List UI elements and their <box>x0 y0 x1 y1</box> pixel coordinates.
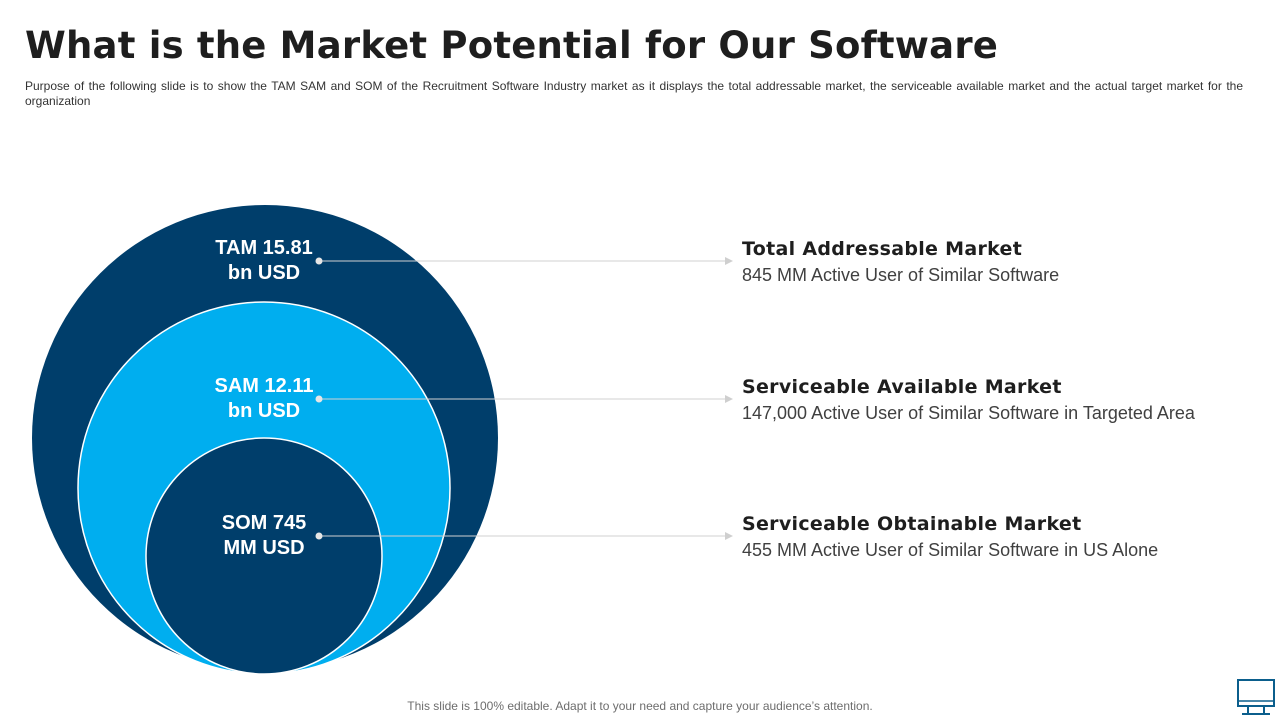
tam-title: Total Addressable Market <box>742 238 1023 260</box>
tam-bubble-label-line1: TAM 15.81 <box>215 237 313 259</box>
page-title: What is the Market Potential for Our Sof… <box>25 24 999 67</box>
sam-bubble-label-line1: SAM 12.11 <box>214 375 314 397</box>
tam-bubble-label: TAM 15.81 bn USD <box>189 236 339 286</box>
tam-description: 845 MM Active User of Similar Software <box>742 265 1060 285</box>
tam-bubble-label-line2: bn USD <box>227 262 301 284</box>
som-bubble-label-line1: SOM 745 <box>221 512 307 534</box>
som-description: 455 MM Active User of Similar Software i… <box>742 540 1159 560</box>
som-connector-arrow <box>725 532 733 540</box>
som-title: Serviceable Obtainable Market <box>742 513 1082 535</box>
som-bubble-label: SOM 745 MM USD <box>189 511 339 561</box>
footer-note: This slide is 100% editable. Adapt it to… <box>407 699 873 713</box>
sam-connector-dot <box>315 395 323 403</box>
page-subtitle: Purpose of the following slide is to sho… <box>25 79 1243 108</box>
som-connector-dot <box>315 532 323 540</box>
sam-bubble-label-line2: bn USD <box>227 400 301 422</box>
som-circle <box>145 437 383 675</box>
som-bubble-label-line2: MM USD <box>223 537 305 559</box>
sam-connector-arrow <box>725 395 733 403</box>
tam-connector-dot <box>315 257 323 265</box>
monitor-icon <box>1237 679 1275 715</box>
sam-bubble-label: SAM 12.11 bn USD <box>189 374 339 424</box>
tam-connector-arrow <box>725 257 733 265</box>
tam-description-block: Total Addressable Market 845 MM Active U… <box>742 237 1059 287</box>
sam-description: 147,000 Active User of Similar Software … <box>742 403 1195 423</box>
som-description-block: Serviceable Obtainable Market 455 MM Act… <box>742 512 1158 562</box>
sam-description-block: Serviceable Available Market 147,000 Act… <box>742 375 1195 425</box>
sam-title: Serviceable Available Market <box>742 376 1062 398</box>
